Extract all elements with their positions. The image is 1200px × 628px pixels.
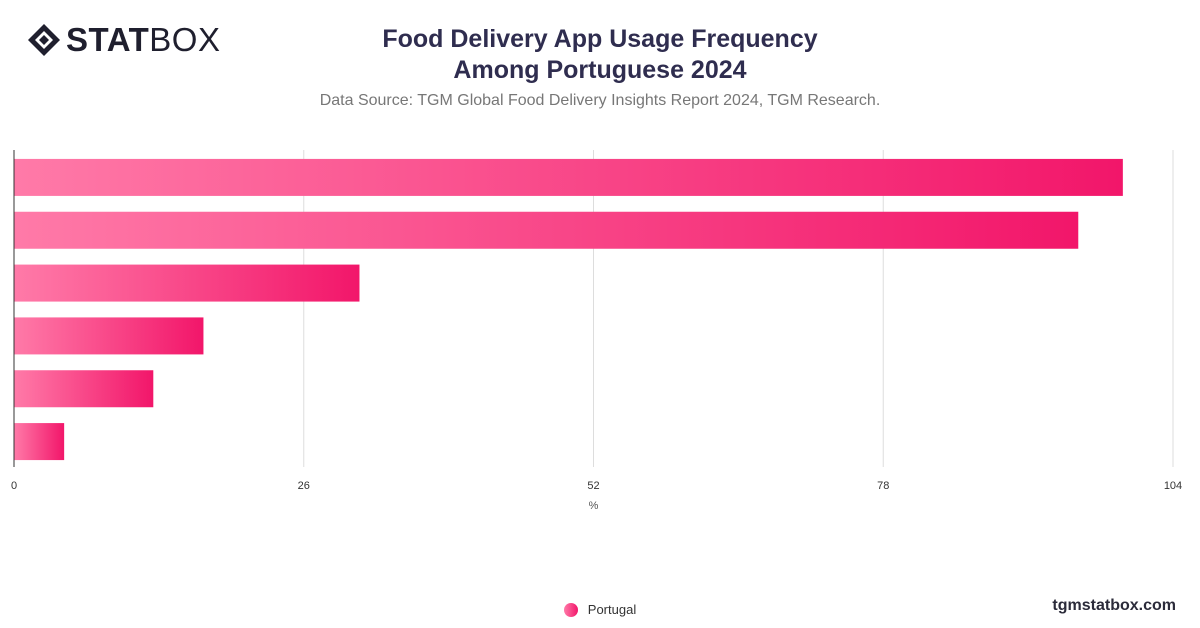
bar (14, 370, 154, 408)
axes: 0 26 52 78 104% (11, 150, 1182, 512)
logo-light-text: BOX (149, 21, 221, 58)
legend-marker (563, 602, 578, 617)
x-tick-label: 0 (11, 480, 17, 492)
legend-label: Portugal (587, 602, 637, 617)
x-axis-label: % (589, 500, 599, 512)
chart-title: Food Delivery App Usage Frequency Among … (300, 24, 900, 86)
website-footer: tgmstatbox.com (1052, 597, 1176, 614)
x-tick-label: 26 (298, 480, 310, 492)
statbox-logo: STATBOX (26, 22, 220, 58)
bar (14, 158, 1123, 196)
chart-subtitle: Data Source: TGM Global Food Delivery In… (319, 92, 881, 109)
x-tick-label: 78 (877, 480, 889, 492)
bar (14, 317, 204, 355)
legend: Portugal (0, 602, 1200, 617)
bars (14, 158, 1123, 461)
bar (14, 211, 1079, 249)
bar-chart: 0 26 52 78 104% (11, 150, 1182, 512)
bar (14, 423, 65, 461)
chart-title-line-2: Among Portuguese 2024 (453, 56, 747, 84)
logo-bold-text: STAT (66, 21, 150, 58)
grid-lines (303, 150, 1174, 467)
statbox-diamond-icon (28, 24, 60, 56)
chart-title-line-1: Food Delivery App Usage Frequency (382, 25, 818, 53)
x-tick-label: 104 (1164, 480, 1182, 492)
logo-text: STATBOX (66, 22, 220, 58)
x-tick-label: 52 (587, 480, 599, 492)
bar (14, 264, 360, 302)
